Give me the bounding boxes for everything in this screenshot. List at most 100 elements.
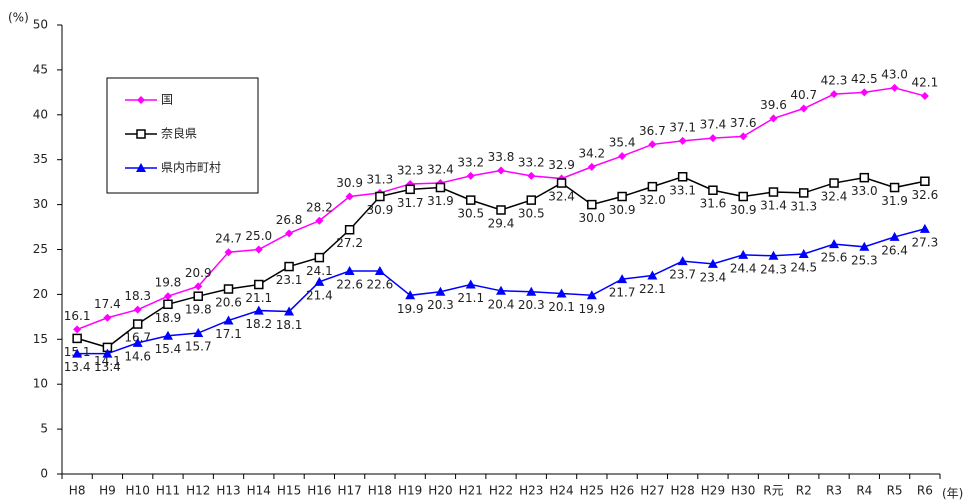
data-point [527,171,536,180]
data-point [920,91,929,100]
data-point [314,252,325,263]
data-point [315,216,324,225]
data-point [707,258,718,268]
data-label: 19.9 [578,302,605,316]
data-point [194,282,203,291]
data-label: 33.0 [851,184,878,198]
data-point [223,315,234,325]
y-tick-label: 20 [33,287,48,301]
legend-marker [136,129,146,139]
x-tick-label: H21 [459,484,483,498]
data-point [526,286,537,296]
data-point [344,224,355,235]
x-tick-label: H25 [580,484,604,498]
data-label: 28.2 [306,200,333,214]
data-point [162,330,173,340]
data-label: 30.9 [367,203,394,217]
data-label: 37.4 [700,118,727,132]
data-label: 32.9 [548,158,575,172]
data-label: 23.7 [669,268,696,282]
data-point [799,104,808,113]
y-tick-label: 25 [33,242,48,256]
data-point [830,90,839,99]
data-point [405,290,416,300]
data-point [163,299,173,310]
data-label: 27.3 [912,235,939,249]
x-tick-label: R4 [856,484,872,498]
data-label: 18.2 [245,317,272,331]
data-label: 21.1 [245,291,272,305]
data-label: 32.6 [912,188,939,202]
x-tick-label: R5 [887,484,903,498]
data-point [739,132,748,141]
data-point [526,195,537,205]
y-tick-label: 35 [33,152,48,166]
data-point [708,185,718,195]
data-label: 29.4 [488,216,515,230]
data-label: 33.2 [518,155,545,169]
x-tick-label: R6 [917,484,933,498]
data-label: 14.6 [124,349,151,363]
y-tick-label: 15 [33,332,48,346]
data-label: 17.1 [215,327,242,341]
data-label: 19.8 [185,303,212,317]
data-label: 31.9 [881,194,908,208]
data-label: 25.0 [245,229,272,243]
data-point [889,182,900,193]
legend-label: 国 [161,93,173,107]
data-label: 20.3 [427,298,454,312]
data-label: 20.9 [185,266,212,280]
data-point [556,178,567,188]
legend-label: 奈良県 [161,126,197,141]
data-point [860,88,869,97]
data-point [556,288,567,298]
data-label: 25.3 [851,253,878,267]
y-unit: (%) [8,11,29,25]
data-label: 30.9 [609,203,636,217]
data-label: 31.9 [427,194,454,208]
data-point [132,337,143,347]
data-point [405,184,415,195]
data-label: 39.6 [760,98,787,112]
y-tick-label: 0 [40,467,48,481]
data-point [253,305,264,315]
data-label: 25.6 [821,251,848,265]
x-tick-label: H22 [489,484,513,498]
data-label: 20.1 [548,300,575,314]
data-point [617,274,628,284]
data-label: 26.4 [881,243,908,257]
data-point [435,182,446,193]
data-label: 42.5 [851,72,878,86]
data-label: 22.1 [639,282,666,296]
data-label: 33.1 [669,183,696,197]
data-point [920,176,930,187]
data-label: 21.4 [306,288,333,302]
x-tick-label: R3 [826,484,842,498]
data-label: 13.4 [64,360,91,374]
x-tick-label: H9 [99,484,116,498]
x-tick-label: H19 [398,484,422,498]
data-label: 22.6 [367,278,394,292]
data-point [374,266,385,276]
x-tick-label: H10 [126,484,150,498]
data-label: 36.7 [639,124,666,138]
data-point [254,245,263,254]
data-label: 20.6 [215,296,242,310]
data-label: 23.4 [700,270,727,284]
data-label: 23.1 [276,273,303,287]
x-tick-label: R元 [763,484,783,498]
data-point [284,261,294,272]
data-label: 30.0 [578,211,605,225]
data-point [73,325,82,334]
x-tick-label: H26 [610,484,634,498]
data-point [103,313,112,322]
data-label: 21.7 [609,286,636,300]
data-label: 18.3 [124,289,151,303]
data-label: 34.2 [578,146,605,160]
data-point [345,192,354,201]
data-label: 35.4 [609,136,636,150]
data-point [375,191,385,202]
data-label: 32.0 [639,193,666,207]
data-label: 30.9 [730,203,757,217]
